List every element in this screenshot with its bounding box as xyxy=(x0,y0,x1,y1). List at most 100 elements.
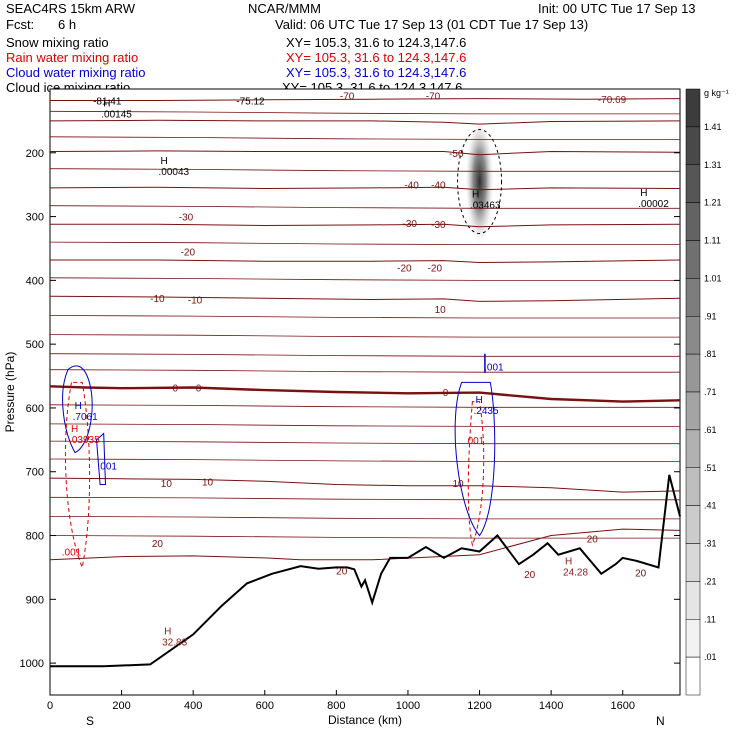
temperature-contour-label: 10 xyxy=(453,479,465,490)
colorbar-swatch xyxy=(685,316,701,355)
temperature-contour-minor xyxy=(49,535,680,539)
temperature-contour-minor xyxy=(49,315,680,319)
temperature-contour-minor xyxy=(49,423,680,427)
rain-contour-east xyxy=(467,401,485,547)
colorbar-level-label: 1.31 xyxy=(704,160,722,170)
maximum-value-label: .03935 xyxy=(69,435,100,446)
cloud-water-contour-east xyxy=(454,381,496,537)
temperature-contour-minor xyxy=(49,369,680,373)
y-tick-label: 700 xyxy=(26,467,44,479)
colorbar-level-label: 1.41 xyxy=(704,122,722,132)
maximum-marker: H xyxy=(476,395,483,406)
maximum-value-label: .03463 xyxy=(470,201,501,212)
colorbar-level-label: .41 xyxy=(704,501,717,511)
temperature-contour-label: 0 xyxy=(443,388,449,399)
field-name-cloud-water: Cloud water mixing ratio xyxy=(6,65,146,80)
colorbar-level-label: .01 xyxy=(704,652,717,662)
temperature-contour-minor xyxy=(49,440,680,445)
colorbar-level-label: 1.21 xyxy=(704,198,722,208)
temperature-contour-label: -30 xyxy=(431,220,446,231)
x-tick-label: 1000 xyxy=(396,700,420,712)
colorbar-level-label: 1.01 xyxy=(704,273,722,283)
temperature-contour-minor xyxy=(49,277,680,281)
colorbar-swatch xyxy=(685,278,701,317)
org-label: NCAR/MMM xyxy=(248,1,321,16)
temperature-contour-minus-20 xyxy=(50,259,681,264)
y-tick-label: 1000 xyxy=(20,658,44,670)
temperature-contour-label: 20 xyxy=(152,539,164,550)
field-name-snow: Snow mixing ratio xyxy=(6,35,109,50)
x-tick-label: 1600 xyxy=(610,700,634,712)
temperature-contour-label: -20 xyxy=(428,264,443,275)
colorbar-swatch xyxy=(685,581,701,620)
temperature-contour-minus-30 xyxy=(50,223,681,228)
cloud-water-contour-west-lower xyxy=(96,432,107,485)
maximum-value-label: .7061 xyxy=(73,412,98,423)
colorbar-swatch xyxy=(685,619,701,658)
temperature-contour-minus-10 xyxy=(49,295,681,302)
temperature-contour-label: 20 xyxy=(524,570,536,581)
forecast-label: Fcst: xyxy=(6,17,35,32)
colorbar-swatch xyxy=(685,656,701,696)
cloud-water-contour-west xyxy=(62,365,93,454)
temperature-contour-label: 20 xyxy=(635,569,647,580)
temperature-contour-minor xyxy=(49,458,680,462)
x-tick-label: 1400 xyxy=(539,700,563,712)
init-time: Init: 00 UTC Tue 17 Sep 13 xyxy=(538,1,696,16)
colorbar-unit: g kg⁻¹ xyxy=(704,88,729,98)
colorbar-level-label: .51 xyxy=(704,463,717,473)
maximum-value-label: 32.83 xyxy=(162,638,187,649)
maximum-value-label: .00145 xyxy=(101,110,132,121)
temperature-contour-label: 20 xyxy=(587,535,599,546)
temperature-contour-label: -40 xyxy=(404,181,419,192)
temperature-contour-label: -10 xyxy=(150,294,165,305)
snow-shading xyxy=(465,125,494,250)
y-tick-label: 500 xyxy=(26,339,44,351)
field-name-rain: Rain water mixing ratio xyxy=(6,50,139,65)
valid-time: Valid: 06 UTC Tue 17 Sep 13 (01 CDT Tue … xyxy=(275,17,589,32)
x-axis-label: Distance (km) xyxy=(328,713,402,727)
temperature-contour-label: -70 xyxy=(340,91,355,102)
maximum-marker: H xyxy=(565,557,572,568)
y-tick-label: 800 xyxy=(26,531,44,543)
temperature-contour-label: 10 xyxy=(435,305,447,316)
temperature-contour-minor xyxy=(49,334,680,338)
maximum-value-label: .00043 xyxy=(159,167,190,178)
contour-annotation: .001 xyxy=(484,362,504,373)
temperature-contour-minus-40 xyxy=(49,186,681,191)
temperature-contour-10 xyxy=(49,477,681,493)
colorbar-swatch xyxy=(685,505,701,544)
temperature-contour-minor xyxy=(49,136,680,140)
temperature-contour-minor xyxy=(49,168,680,172)
maximum-value-label: .2435 xyxy=(474,406,499,417)
temperature-contour-label: -50 xyxy=(449,149,464,160)
x-end-label-south: S xyxy=(86,714,94,728)
field-xy-rain: XY= 105.3, 31.6 to 124.3,147.6 xyxy=(286,50,467,65)
y-tick-label: 400 xyxy=(26,275,44,287)
field-xy-cloud-water: XY= 105.3, 31.6 to 124.3,147.6 xyxy=(286,65,467,80)
colorbar-level-label: .71 xyxy=(704,387,717,397)
contour-annotation: .001 xyxy=(98,461,118,472)
maximum-marker: H xyxy=(75,401,82,412)
colorbar-swatch xyxy=(685,202,701,241)
x-tick-label: 1200 xyxy=(467,700,491,712)
colorbar-level-label: .81 xyxy=(704,349,717,359)
colorbar-swatch xyxy=(685,429,701,468)
temperature-contour-label: -30 xyxy=(179,213,194,224)
colorbar-level-label: .11 xyxy=(704,614,716,624)
temperature-contour-label: -70 xyxy=(426,91,441,102)
temperature-contour-label: -20 xyxy=(397,264,412,275)
temperature-contour-label: -20 xyxy=(181,248,196,259)
y-tick-label: 900 xyxy=(26,594,44,606)
colorbar-swatch xyxy=(685,467,701,506)
x-tick-label: 400 xyxy=(184,700,202,712)
temperature-contour-minor xyxy=(49,241,680,245)
maximum-value-label: .00002 xyxy=(638,199,669,210)
temperature-contour-minus-70 xyxy=(50,98,681,101)
forecast-hours: 6 h xyxy=(58,17,77,32)
temperature-contour-label: 10 xyxy=(161,479,173,490)
contour-annotation: .001 xyxy=(62,547,82,558)
colorbar-swatch xyxy=(685,240,701,279)
temperature-contour-minor xyxy=(49,205,680,209)
maximum-marker: H xyxy=(640,188,647,199)
